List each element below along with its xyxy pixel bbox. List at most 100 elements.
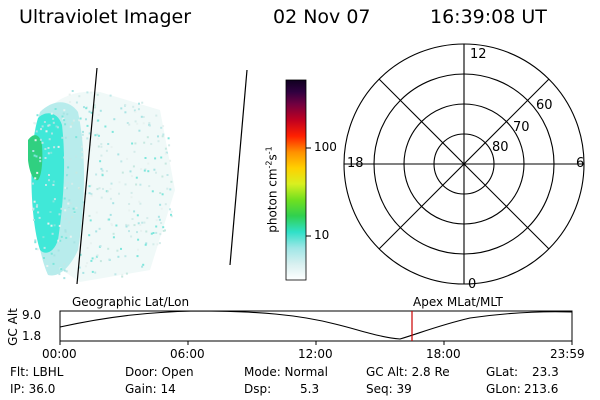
aurora-specks bbox=[32, 90, 173, 280]
aurora-speck bbox=[45, 130, 48, 133]
aurora-speck bbox=[68, 93, 71, 96]
status-gc-alt: GC Alt: 2.8 Re bbox=[366, 365, 450, 379]
aurora-speck bbox=[52, 183, 55, 186]
aurora-speck bbox=[64, 136, 67, 139]
status-seq: Seq: 39 bbox=[366, 382, 412, 396]
aurora-speck bbox=[61, 136, 64, 139]
timeline-frame bbox=[59, 310, 573, 342]
mlt-label-6: 6 bbox=[576, 156, 585, 171]
aurora-speck bbox=[69, 202, 72, 205]
aurora-speck bbox=[170, 210, 173, 213]
aurora-speck bbox=[128, 123, 131, 126]
aurora-speck bbox=[60, 268, 63, 271]
aurora-speck bbox=[61, 115, 64, 118]
aurora-speck bbox=[96, 188, 99, 191]
aurora-speck bbox=[48, 138, 51, 141]
aurora-speck bbox=[73, 241, 76, 244]
aurora-speck bbox=[162, 229, 165, 232]
aurora-speck bbox=[155, 225, 158, 228]
aurora-speck bbox=[137, 222, 140, 225]
terminator-line-left bbox=[76, 67, 98, 285]
aurora-speck bbox=[133, 210, 136, 213]
aurora-speck bbox=[71, 182, 74, 185]
aurora-speck bbox=[134, 120, 137, 123]
aurora-speck bbox=[136, 214, 139, 217]
aurora-speck bbox=[158, 218, 161, 221]
aurora-speck bbox=[141, 101, 144, 104]
aurora-speck bbox=[75, 101, 78, 104]
aurora-speck bbox=[99, 245, 102, 248]
aurora-speck bbox=[79, 117, 82, 120]
aurora-speck bbox=[52, 200, 55, 203]
colorbar-tick-label-100: 100 bbox=[314, 140, 337, 154]
aurora-speck bbox=[58, 273, 61, 276]
lat-label-80: 80 bbox=[492, 140, 509, 155]
apex-panel-label: Apex MLat/MLT bbox=[413, 295, 503, 309]
aurora-speck bbox=[134, 110, 137, 113]
status-dsp-value: 5.3 bbox=[300, 382, 320, 396]
aurora-speck bbox=[47, 152, 50, 155]
aurora-speck bbox=[169, 159, 172, 162]
aurora-speck bbox=[155, 231, 158, 234]
aurora-speck bbox=[96, 133, 99, 136]
aurora-speck bbox=[95, 255, 98, 258]
aurora-speck bbox=[148, 124, 151, 127]
aurora-speck bbox=[57, 145, 60, 148]
aurora-speck bbox=[150, 143, 153, 145]
aurora-speck bbox=[132, 165, 135, 168]
aurora-speck bbox=[34, 241, 37, 244]
aurora-speck bbox=[126, 122, 129, 124]
aurora-speck bbox=[34, 239, 37, 242]
status-filter: Flt: LBHL bbox=[10, 365, 64, 379]
aurora-speck bbox=[90, 111, 93, 114]
aurora-speck bbox=[63, 269, 66, 272]
aurora-speck bbox=[90, 259, 93, 262]
aurora-speck bbox=[96, 254, 99, 257]
aurora-speck bbox=[81, 145, 84, 148]
aurora-speck bbox=[67, 136, 70, 139]
aurora-speck bbox=[97, 119, 100, 122]
aurora-speck bbox=[63, 109, 66, 112]
aurora-speck bbox=[46, 265, 49, 267]
aurora-speck bbox=[67, 174, 70, 177]
aurora-speck bbox=[117, 255, 120, 258]
polar-diagonal-b bbox=[378, 78, 550, 250]
aurora-speck bbox=[35, 130, 38, 133]
aurora-speck bbox=[82, 271, 85, 274]
aurora-speck bbox=[116, 249, 119, 252]
aurora-speck bbox=[54, 112, 57, 115]
aurora-speck bbox=[35, 247, 38, 250]
aurora-speck bbox=[162, 133, 165, 136]
lat-label-60: 60 bbox=[536, 98, 553, 113]
aurora-speck bbox=[75, 206, 78, 209]
colorbar-tick-label-10: 10 bbox=[314, 228, 330, 242]
aurora-speck bbox=[63, 277, 66, 280]
timeline-ticks bbox=[59, 341, 573, 345]
aurora-speck bbox=[112, 202, 115, 205]
aurora-speck bbox=[36, 114, 39, 117]
aurora-speck bbox=[97, 137, 100, 140]
aurora-speck bbox=[114, 273, 117, 276]
aurora-speck bbox=[86, 91, 89, 94]
aurora-speck bbox=[86, 137, 89, 140]
aurora-speck bbox=[155, 219, 158, 222]
aurora-speck bbox=[130, 235, 133, 238]
timeline-xtick-2359: 23:59 bbox=[550, 347, 585, 361]
polar-grid bbox=[343, 43, 585, 285]
aurora-speck bbox=[62, 117, 65, 120]
aurora-speck bbox=[168, 144, 171, 147]
timeline-ytick-low: 1.8 bbox=[22, 329, 42, 343]
aurora-speck bbox=[128, 230, 130, 233]
aurora-speck bbox=[111, 130, 114, 133]
aurora-speck bbox=[94, 271, 97, 274]
aurora-speck bbox=[52, 262, 55, 265]
instrument-title: Ultraviolet Imager bbox=[19, 6, 192, 28]
aurora-speck bbox=[63, 197, 66, 200]
aurora-speck bbox=[88, 110, 91, 113]
aurora-speck bbox=[89, 219, 92, 222]
aurora-speck bbox=[130, 196, 133, 199]
aurora-speck bbox=[71, 90, 74, 92]
aurora-speck bbox=[144, 243, 147, 246]
aurora-speck bbox=[35, 205, 38, 208]
aurora-speck bbox=[108, 258, 111, 261]
